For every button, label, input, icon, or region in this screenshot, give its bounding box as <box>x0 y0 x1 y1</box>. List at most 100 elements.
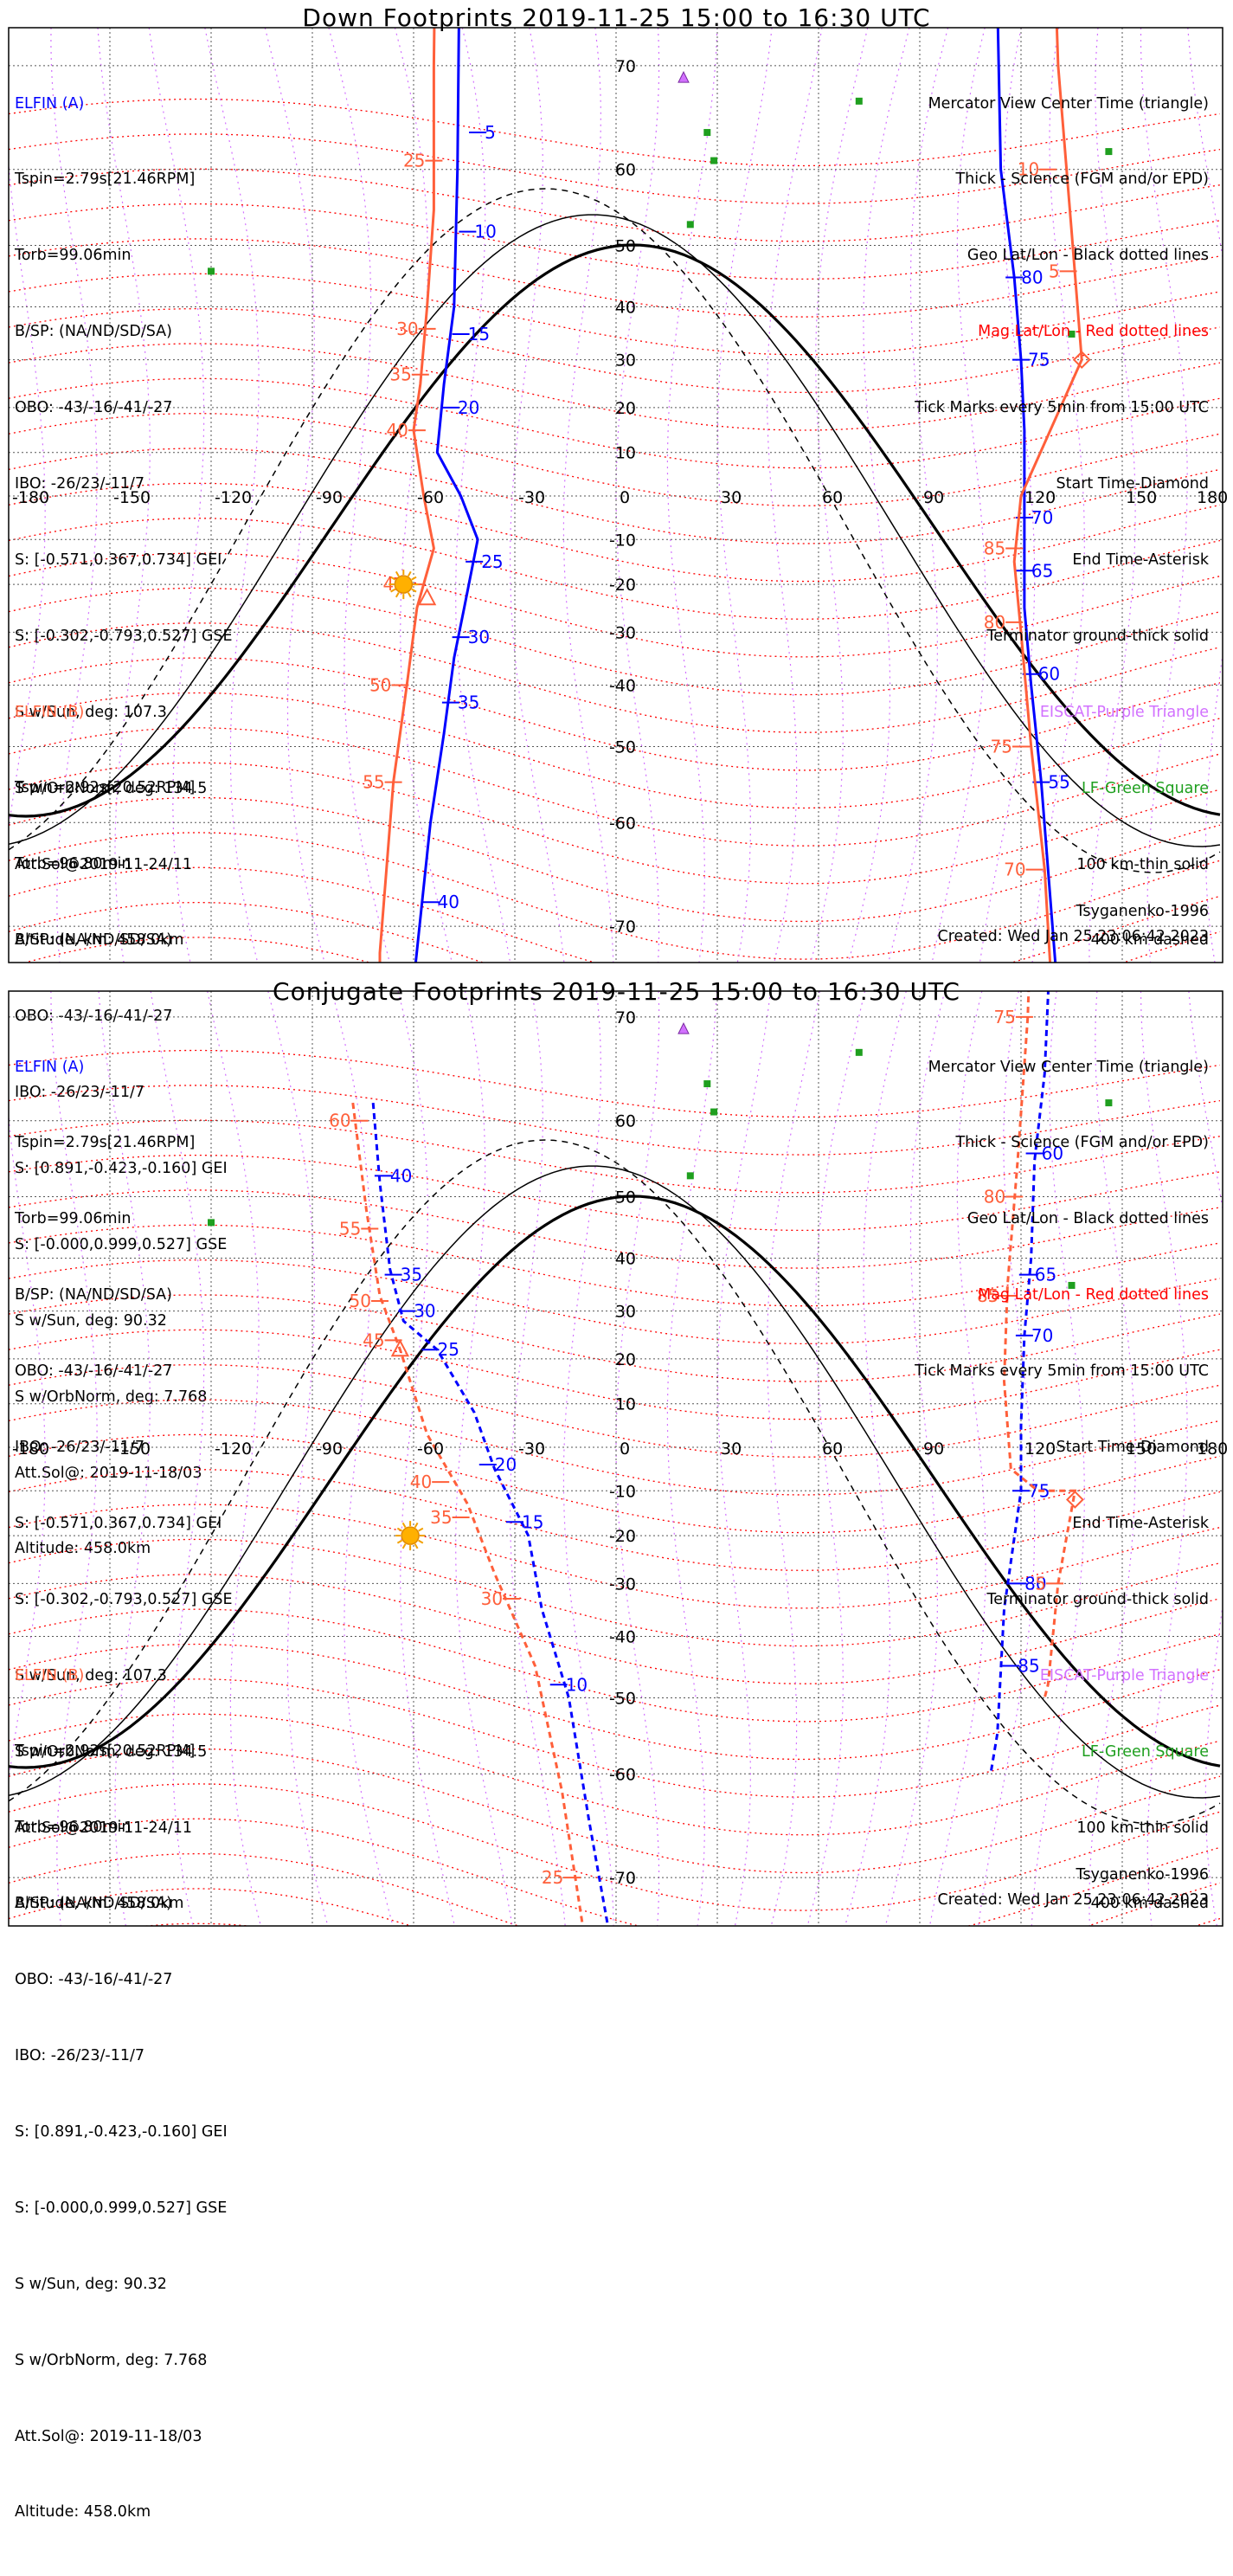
track-tick-label: 40 <box>386 420 408 441</box>
mag-latitude-line <box>9 1154 1221 1232</box>
latitude-tick-label: 10 <box>615 1395 636 1414</box>
track-tick-label: 40 <box>438 892 459 912</box>
latitude-tick-label: 30 <box>615 351 636 370</box>
longitude-tick-label: -30 <box>518 488 545 507</box>
sun-ray <box>411 576 417 581</box>
eiscat-triangle <box>678 71 690 83</box>
elfin-a-footprint-track <box>989 991 1050 1774</box>
longitude-tick-label: -30 <box>518 1439 545 1459</box>
lf-square <box>855 97 863 105</box>
elfin-a-gse: S: [-0.302,-0.793,0.527] GSE <box>15 627 233 645</box>
legend-100km: 100 km-thin solid <box>1076 855 1209 873</box>
track-tick-label: 75 <box>991 737 1012 757</box>
mag-latitude-line <box>9 1399 1221 1496</box>
latitude-tick-label: -10 <box>609 1482 636 1501</box>
track-tick-label: 55 <box>1048 772 1069 793</box>
mag-latitude-line <box>9 133 1221 204</box>
track-tick-label: 20 <box>458 397 479 418</box>
mag-latitude-line <box>9 1259 1221 1345</box>
sun-ray <box>396 1527 403 1532</box>
elfin-a-spin: Tspin=2.79s[21.46RPM] <box>15 171 196 189</box>
mag-latitude-line <box>9 1504 1221 1609</box>
elfin-a-label: ELFIN (A) <box>15 94 85 113</box>
created-label: Created: Wed Jan 25 23:06:42 2023 <box>937 1891 1210 1909</box>
mag-latitude-line <box>9 448 1221 544</box>
terminator-line <box>9 1195 1221 1769</box>
longitude-tick-label: 30 <box>721 488 742 507</box>
mag-longitude-line <box>331 991 394 1926</box>
legend-start: Start Time-Diamond <box>1056 1439 1209 1457</box>
legend-start: Start Time-Diamond <box>1056 475 1209 493</box>
elfin-b-altitude: Altitude: 458.0km <box>15 1540 151 1558</box>
map-layer: 4035302520151060555045403530256065707580… <box>9 991 1223 1926</box>
mag-longitude-line <box>562 991 614 1926</box>
track-tick-label: 60 <box>1038 664 1060 685</box>
sun-ray <box>395 570 400 577</box>
mag-latitude-line <box>9 1433 1221 1534</box>
mag-latitude-line <box>9 587 1221 696</box>
longitude-tick-label: -150 <box>113 488 151 507</box>
down-footprints-map: 5101520253035402025303540455055608075706… <box>8 27 1228 963</box>
sun-disc <box>401 1526 420 1545</box>
sun-ray <box>390 576 396 581</box>
track-tick-label: 50 <box>369 675 391 696</box>
eiscat-triangle <box>678 1022 690 1034</box>
track-tick-label: 40 <box>410 1472 432 1492</box>
track-tick-label: 30 <box>396 319 418 339</box>
longitude-tick-label: 150 <box>1126 488 1157 507</box>
ground-stations <box>208 71 1113 338</box>
elfin-b-label: ELFIN (B) <box>15 703 85 721</box>
track-tick-label: 35 <box>458 692 479 713</box>
mag-latitude-line <box>9 203 1221 280</box>
ground-stations <box>208 1022 1113 1289</box>
elfin-a-sun: S w/Sun, deg: 107.3 <box>15 1666 167 1684</box>
mag-latitude-line <box>9 1608 1221 1723</box>
mag-longitude-line <box>928 991 986 1926</box>
mag-latitude-line <box>9 657 1221 771</box>
elfin-b-ibo: IBO: -26/23/-11/7 <box>15 1084 145 1102</box>
legend-eiscat: EISCAT-Purple Triangle <box>1039 703 1209 721</box>
longitude-tick-label: -90 <box>316 1439 343 1459</box>
mag-latitude-line <box>9 168 1221 242</box>
latitude-tick-label: -70 <box>609 1869 636 1888</box>
latitude-tick-label: -60 <box>609 1765 636 1784</box>
elfin-b-gse: S: [-0.000,0.999,0.527] GSE <box>15 2199 228 2217</box>
model-label: Tsyganenko-1996 <box>1076 903 1209 920</box>
lf-square <box>855 1048 863 1056</box>
longitude-tick-label: 0 <box>620 488 630 507</box>
elfin-b-gei: S: [0.891,-0.423,-0.160] GEI <box>15 1159 228 1177</box>
elfin-b-obo: OBO: -43/-16/-41/-27 <box>15 1008 173 1026</box>
conjugate-footprints-panel: 40 35 30 25 20 15 10 60 55 50 45 40 35 30 25 60 65 70 75 80… <box>0 974 1233 2521</box>
sun-ray <box>414 1522 419 1529</box>
mag-longitude-line <box>767 28 823 963</box>
longitude-tick-label: 90 <box>923 1439 944 1459</box>
longitude-tick-label: -120 <box>215 1439 252 1459</box>
lf-square <box>208 1219 215 1227</box>
track-tick-label: 10 <box>566 1674 588 1695</box>
mag-latitude-line <box>9 1085 1221 1156</box>
mag-latitude-line <box>9 343 1221 431</box>
axis-labels: -180 -150 -120 -90 -60 -30 0 30 60 90 120 150 180 70 6… <box>12 57 1228 937</box>
terminator-line <box>9 243 1221 818</box>
start-time-diamond <box>1065 1491 1084 1509</box>
latitude-tick-label: 40 <box>615 1249 636 1268</box>
mag-longitude-line <box>716 28 773 963</box>
elfin-a-orbnorm: S w/OrbNorm, deg: 134.5 <box>15 1742 208 1761</box>
sun-ray <box>407 570 412 577</box>
elfin-b-footprint-track <box>1012 28 1083 963</box>
elfin-b-ibo: IBO: -26/23/-11/7 <box>15 2047 145 2065</box>
mag-longitude-line <box>810 28 869 963</box>
elfin-a-orbnorm: S w/OrbNorm, deg: 134.5 <box>15 779 208 797</box>
terminator-line <box>9 214 1221 847</box>
elfin-a-ibo: IBO: -26/23/-11/7 <box>15 1439 145 1457</box>
track-tick-label: 5 <box>485 122 496 143</box>
sun-ray <box>414 1543 419 1549</box>
mag-latitude-line <box>9 377 1221 469</box>
panel-title: Conjugate Footprints 2019-11-25 15:00 to… <box>273 977 960 1006</box>
longitude-tick-label: 120 <box>1024 488 1056 507</box>
lf-square <box>208 267 215 275</box>
track-tick-label: 30 <box>414 1301 435 1322</box>
mag-meridians <box>9 991 1223 1926</box>
mag-latitude-line <box>9 482 1221 583</box>
legend-terminator: Terminator ground-thick solid <box>986 627 1209 645</box>
